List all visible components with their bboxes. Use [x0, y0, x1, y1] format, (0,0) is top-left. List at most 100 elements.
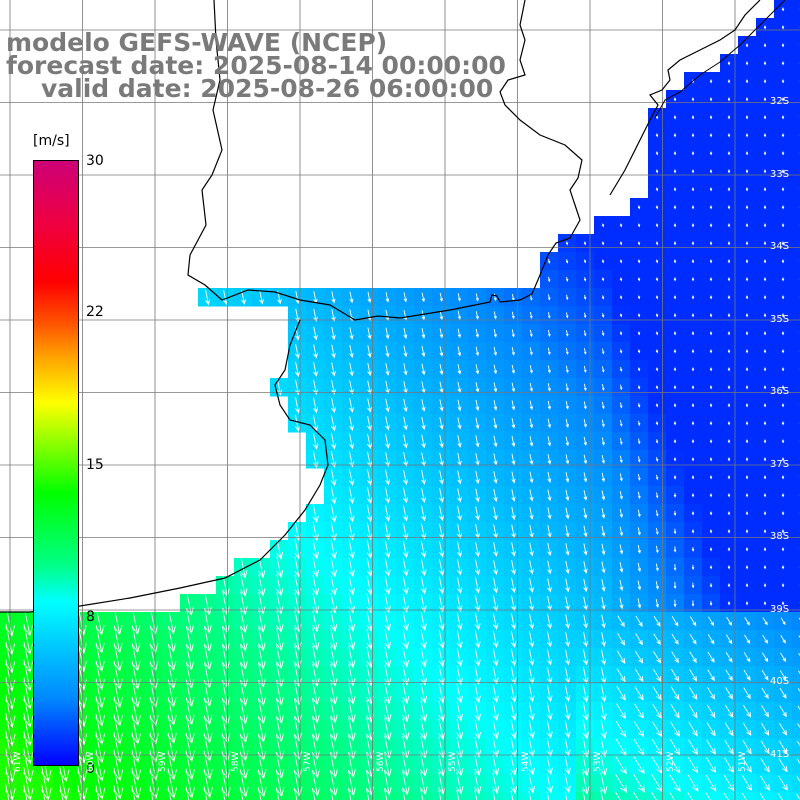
wind-arrow — [582, 754, 590, 777]
wind-arrow — [474, 630, 481, 649]
wind-arrow — [727, 151, 731, 156]
wind-arrow — [671, 668, 680, 682]
wind-arrow — [691, 600, 695, 607]
wind-arrow — [239, 769, 249, 798]
wind-arrow — [294, 610, 302, 633]
wind-arrow — [655, 115, 659, 120]
wind-arrow — [565, 614, 571, 629]
wind-arrow — [185, 786, 190, 800]
wind-arrow — [655, 133, 659, 138]
wind-arrow — [655, 527, 659, 535]
wind-arrow — [475, 506, 480, 521]
wind-arrow — [77, 642, 87, 673]
wind-arrow — [402, 718, 410, 741]
wind-arrow — [420, 629, 427, 650]
wind-arrow — [457, 506, 463, 521]
wind-arrow — [727, 403, 731, 408]
wind-arrow — [582, 772, 590, 795]
wind-arrow — [745, 331, 749, 336]
wind-arrow — [511, 311, 515, 320]
wind-arrow — [312, 504, 319, 523]
wind-arrow — [724, 739, 734, 755]
wind-arrow — [511, 364, 515, 375]
wind-arrow — [348, 540, 355, 559]
wind-arrow — [709, 457, 713, 462]
wind-arrow — [781, 367, 785, 372]
wind-arrow — [601, 295, 605, 300]
wind-arrow — [203, 644, 213, 671]
wind-arrow — [367, 291, 372, 304]
wind-arrow — [420, 736, 428, 759]
wind-arrow — [582, 649, 589, 666]
wind-arrow — [780, 652, 787, 662]
wind-arrow — [276, 379, 283, 396]
wind-arrow — [745, 601, 749, 606]
wind-arrow — [688, 721, 698, 737]
wind-arrow — [583, 401, 587, 410]
wind-arrow — [779, 723, 788, 736]
wind-arrow — [385, 434, 391, 449]
wind-arrow — [673, 546, 677, 553]
wind-arrow — [547, 525, 552, 538]
wind-cell — [792, 216, 800, 235]
wind-arrow — [438, 559, 445, 576]
wind-arrow — [312, 433, 319, 450]
wind-arrow — [294, 645, 302, 670]
wind-arrow — [709, 313, 713, 318]
wind-arrow — [763, 43, 767, 48]
wind-arrow — [492, 666, 499, 685]
wind-arrow — [724, 704, 734, 718]
wind-arrow — [529, 507, 534, 520]
wind-cell — [792, 72, 800, 91]
wind-arrow — [457, 417, 462, 430]
wind-arrow — [565, 560, 570, 575]
wind-arrow — [637, 438, 641, 445]
wind-arrow — [546, 631, 553, 648]
wind-arrow — [349, 344, 354, 359]
wind-arrow — [492, 701, 499, 722]
wind-arrow — [367, 380, 372, 395]
wind-arrow — [293, 787, 298, 800]
wind-arrow — [529, 382, 533, 393]
wind-arrow — [673, 313, 677, 318]
wind-arrow — [294, 628, 302, 651]
wind-arrow — [673, 367, 677, 372]
wind-arrow — [438, 647, 445, 668]
wind-arrow — [745, 403, 749, 408]
wind-arrow — [673, 599, 677, 608]
wind-cell — [396, 792, 415, 800]
wind-arrow — [384, 629, 392, 650]
wind-arrow — [295, 344, 301, 359]
wind-cell — [180, 792, 199, 800]
wind-arrow — [330, 451, 337, 468]
wind-arrow — [185, 661, 195, 689]
wind-arrow — [727, 511, 731, 516]
wind-arrow — [763, 295, 767, 300]
wind-arrow — [763, 475, 767, 480]
wind-arrow — [5, 784, 10, 800]
wind-arrow — [185, 608, 195, 635]
wind-arrow — [330, 522, 337, 541]
lat-label: 41S — [770, 748, 790, 760]
wind-arrow — [601, 525, 606, 537]
wind-arrow — [635, 650, 644, 664]
wind-arrow — [23, 641, 34, 673]
wind-arrow — [366, 540, 373, 559]
wind-cell — [648, 792, 667, 800]
wind-arrow — [745, 205, 749, 210]
wind-arrow — [619, 437, 623, 446]
wind-arrow — [582, 737, 590, 758]
wind-arrow — [778, 793, 783, 800]
wind-arrow — [456, 736, 464, 759]
wind-arrow — [384, 700, 392, 723]
wind-arrow — [511, 382, 516, 393]
wind-arrow — [475, 382, 480, 393]
wind-arrow — [420, 665, 428, 686]
wind-arrow — [655, 598, 659, 608]
wind-arrow — [204, 289, 211, 306]
wind-arrow — [493, 417, 498, 430]
wind-arrow — [167, 643, 177, 671]
wind-arrow — [493, 293, 497, 302]
wind-arrow — [583, 596, 588, 611]
wind-arrow — [760, 740, 770, 755]
